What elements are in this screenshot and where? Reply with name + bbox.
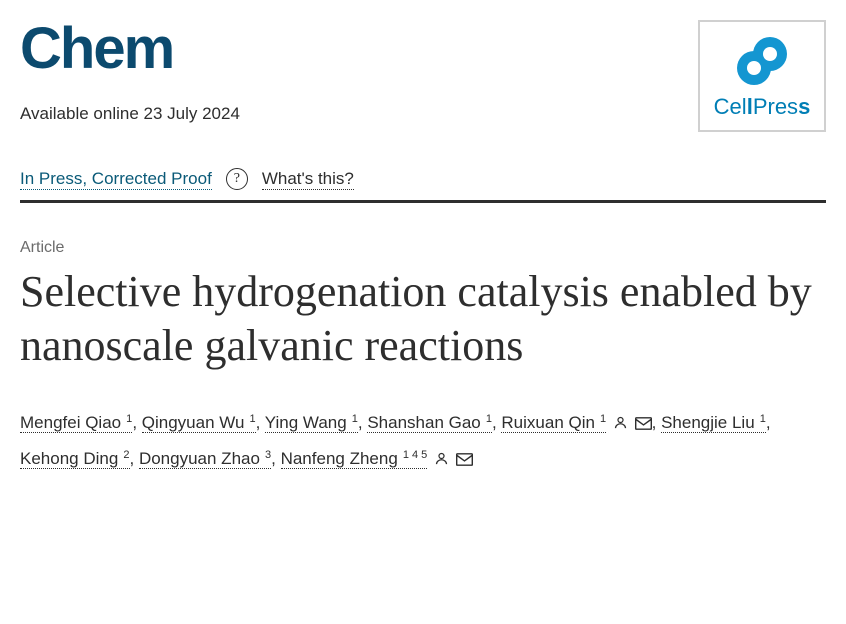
publisher-logo-box[interactable]: CellPress bbox=[698, 20, 826, 132]
authors-list: Mengfei Qiao 1, Qingyuan Wu 1, Ying Wang… bbox=[20, 406, 826, 478]
status-link[interactable]: In Press, Corrected Proof bbox=[20, 169, 212, 190]
author-separator: , bbox=[271, 449, 280, 468]
author-separator: , bbox=[256, 413, 265, 432]
person-icon[interactable] bbox=[434, 444, 449, 478]
author-link[interactable]: Ruixuan Qin 1 bbox=[501, 413, 606, 433]
author-link[interactable]: Shengjie Liu 1 bbox=[661, 413, 766, 433]
author-separator: , bbox=[766, 413, 771, 432]
author-separator: , bbox=[652, 413, 661, 432]
author-link[interactable]: Qingyuan Wu 1 bbox=[142, 413, 256, 433]
author-separator: , bbox=[358, 413, 367, 432]
help-icon[interactable]: ? bbox=[226, 168, 248, 190]
cellpress-icon bbox=[731, 32, 793, 90]
status-row: In Press, Corrected Proof ? What's this? bbox=[20, 168, 826, 203]
article-title: Selective hydrogenation catalysis enable… bbox=[20, 265, 826, 372]
author-separator: , bbox=[130, 449, 139, 468]
author-link[interactable]: Shanshan Gao 1 bbox=[367, 413, 492, 433]
whats-this-link[interactable]: What's this? bbox=[262, 169, 354, 190]
journal-logo[interactable]: Chem bbox=[20, 20, 240, 78]
person-icon[interactable] bbox=[613, 408, 628, 442]
availability-text: Available online 23 July 2024 bbox=[20, 104, 240, 124]
mail-icon[interactable] bbox=[635, 408, 652, 442]
author-separator: , bbox=[492, 413, 501, 432]
article-type: Article bbox=[20, 239, 826, 257]
publisher-name: CellPress bbox=[714, 94, 811, 120]
author-link[interactable]: Kehong Ding 2 bbox=[20, 449, 130, 469]
mail-icon[interactable] bbox=[456, 444, 473, 478]
author-link[interactable]: Ying Wang 1 bbox=[265, 413, 358, 433]
author-link[interactable]: Mengfei Qiao 1 bbox=[20, 413, 132, 433]
author-separator: , bbox=[132, 413, 141, 432]
header-row: Chem Available online 23 July 2024 CellP… bbox=[20, 20, 826, 132]
journal-block: Chem Available online 23 July 2024 bbox=[20, 20, 240, 124]
author-link[interactable]: Nanfeng Zheng 1 4 5 bbox=[281, 449, 428, 469]
author-link[interactable]: Dongyuan Zhao 3 bbox=[139, 449, 271, 469]
